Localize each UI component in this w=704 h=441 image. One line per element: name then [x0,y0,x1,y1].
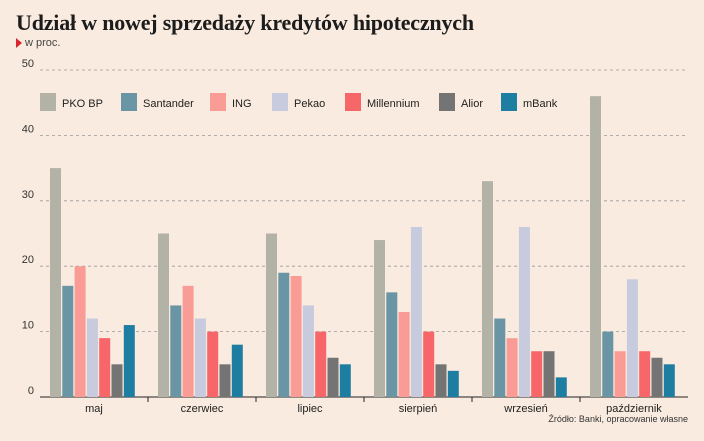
bar-mbank [663,364,675,397]
x-tick-label: październik [606,403,662,415]
bar-ing [398,311,410,397]
unit-label: w proc. [25,37,61,49]
y-tick-label: 40 [22,123,34,135]
bar-millennium [639,351,651,397]
bar-mbank [447,370,459,397]
bar-ing [74,266,86,397]
legend-label: Alior [461,98,483,110]
bar-millennium [315,331,327,397]
x-tick-label: lipiec [297,403,323,415]
chart-title: Udział w nowej sprzedaży kredytów hipote… [16,10,474,35]
legend-label: PKO BP [62,98,103,110]
legend-label: Millennium [367,98,420,110]
bar-alior [543,351,555,397]
legend-swatch [40,93,56,111]
bar-santander [278,272,290,397]
chart-subtitle: w proc. [16,37,60,49]
legend-swatch [121,93,137,111]
bar-millennium [99,338,111,397]
bar-santander [386,292,398,397]
x-tick-label: maj [85,403,103,415]
legend-label: mBank [523,98,558,110]
bar-mbank [123,325,135,397]
bar-ing [506,338,518,397]
bar-ing [614,351,626,397]
bar-pekao [410,226,422,397]
bar-santander [602,331,614,397]
bar-pekao [194,318,206,397]
bar-santander [494,318,506,397]
bar-alior [327,357,339,397]
bar-ing [182,285,194,397]
legend-label: ING [232,98,252,110]
y-tick-label: 30 [22,189,34,201]
bar-mbank [555,377,567,397]
bar-pekao [518,226,530,397]
bar-mbank [231,344,243,397]
legend-swatch [210,93,226,111]
bar-mbank [339,364,351,397]
bar-millennium [423,331,435,397]
legend-swatch [272,93,288,111]
bar-pko-bp [590,96,601,397]
y-tick-label: 50 [22,58,34,70]
bar-pko-bp [266,233,277,397]
bar-millennium [531,351,543,397]
bar-santander [170,305,182,397]
bar-pko-bp [50,168,61,397]
x-tick-label: wrzesień [503,403,547,415]
bar-pko-bp [158,233,169,397]
x-tick-label: sierpień [399,403,438,415]
bar-millennium [207,331,219,397]
legend-label: Santander [143,98,194,110]
bar-ing [290,276,302,397]
legend-swatch [439,93,455,111]
bar-pekao [86,318,98,397]
legend-swatch [345,93,361,111]
bar-santander [62,285,74,397]
legend-label: Pekao [294,98,325,110]
legend-swatch [501,93,517,111]
y-tick-label: 0 [28,385,34,397]
source-note: Źródło: Banki, opracowanie własne [548,414,688,424]
bar-alior [651,357,663,397]
bar-pko-bp [374,240,385,397]
y-tick-label: 20 [22,254,34,266]
bar-alior [111,364,123,397]
bar-pekao [626,279,638,397]
y-tick-label: 10 [22,320,34,332]
bar-alior [219,364,231,397]
bar-alior [435,364,447,397]
bar-pekao [302,305,314,397]
x-tick-label: czerwiec [181,403,224,415]
bar-pko-bp [482,181,493,397]
triangle-icon [16,38,22,48]
